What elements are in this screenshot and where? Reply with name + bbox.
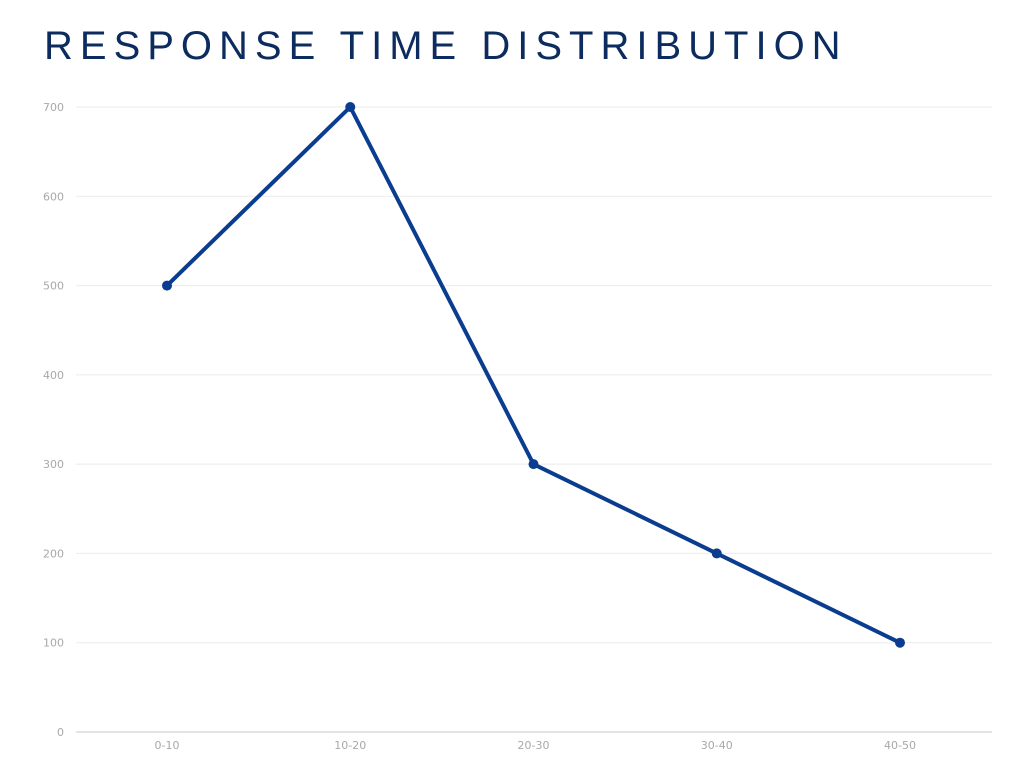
gridlines bbox=[76, 106, 992, 644]
y-tick-label: 600 bbox=[43, 190, 64, 203]
y-tick-label: 200 bbox=[43, 547, 64, 560]
y-tick-label: 100 bbox=[43, 637, 64, 650]
y-tick-label: 500 bbox=[43, 280, 64, 293]
data-point bbox=[528, 459, 539, 470]
y-tick-label: 300 bbox=[43, 458, 64, 471]
x-tick-label: 20-30 bbox=[518, 739, 550, 752]
series bbox=[162, 102, 905, 648]
x-tick-label: 30-40 bbox=[701, 739, 733, 752]
chart-title: RESPONSE TIME DISTRIBUTION bbox=[44, 24, 848, 68]
y-tick-label: 0 bbox=[57, 726, 64, 739]
y-tick-label: 400 bbox=[43, 369, 64, 382]
y-axis-ticks: 0 100 200 300 400 500 600 700 bbox=[43, 101, 64, 739]
x-tick-label: 10-20 bbox=[334, 739, 366, 752]
data-point bbox=[895, 637, 905, 648]
data-point bbox=[711, 548, 722, 559]
x-axis-ticks: 0-10 10-20 20-30 30-40 40-50 bbox=[155, 739, 916, 752]
data-point bbox=[162, 280, 172, 291]
x-tick-label: 40-50 bbox=[884, 739, 916, 752]
x-tick-label: 0-10 bbox=[155, 739, 180, 752]
y-tick-label: 700 bbox=[43, 101, 64, 114]
data-point bbox=[345, 102, 356, 112]
